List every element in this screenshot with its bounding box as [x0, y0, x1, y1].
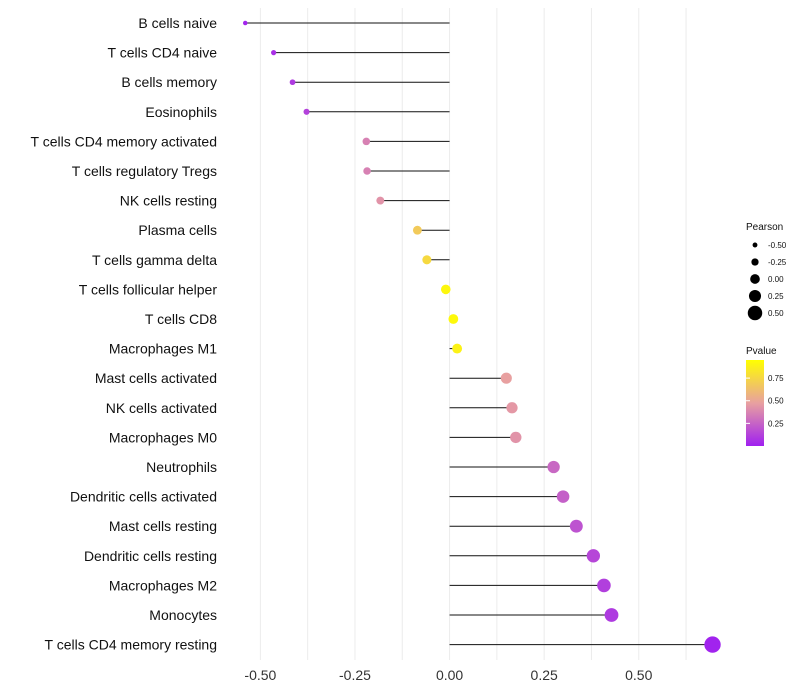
x-tick-label: 0.00: [436, 667, 463, 683]
lollipop-point: [604, 608, 619, 622]
lollipop-point: [586, 549, 601, 563]
size-legend-key: [748, 289, 762, 303]
lollipop-point: [412, 225, 422, 235]
size-legend-key: [751, 258, 759, 266]
lollipop-point: [440, 284, 451, 295]
pvalue-colorbar: [746, 360, 764, 446]
y-tick-label: B cells memory: [121, 74, 217, 90]
lollipop-dots: [242, 20, 721, 653]
y-tick-label: Dendritic cells activated: [70, 489, 217, 505]
color-legend-label: 0.25: [768, 419, 784, 428]
x-axis-ticks: -0.50 -0.25 0.00 0.25 0.50: [244, 667, 652, 683]
y-tick-label: NK cells activated: [106, 400, 217, 416]
lollipop-point: [556, 490, 570, 503]
lollipop-point: [569, 519, 583, 533]
color-legend-label: 0.75: [768, 374, 784, 383]
y-tick-label: T cells follicular helper: [79, 281, 218, 297]
lollipop-point: [242, 20, 248, 26]
lollipop-point: [506, 402, 518, 414]
size-legend-label: 0.00: [768, 275, 784, 284]
y-tick-label: B cells naive: [138, 15, 217, 31]
size-legend-key: [747, 305, 763, 321]
y-tick-label: Macrophages M1: [109, 341, 217, 357]
size-legend-key: [750, 274, 760, 284]
lollipop-point: [547, 460, 560, 474]
lollipop-point: [303, 108, 310, 115]
lollipop-point: [597, 578, 611, 593]
lollipop-point: [704, 636, 721, 653]
lollipop-point: [376, 196, 385, 205]
lollipop-point: [362, 137, 371, 146]
y-tick-label: T cells CD8: [145, 311, 217, 327]
size-legend-label: 0.50: [768, 309, 784, 318]
y-tick-label: T cells CD4 naive: [108, 45, 218, 61]
lollipop-point: [500, 372, 512, 384]
x-tick-label: -0.25: [339, 667, 371, 683]
x-tick-label: 0.25: [531, 667, 558, 683]
color-legend-title: Pvalue: [746, 346, 777, 357]
y-tick-label: T cells regulatory Tregs: [72, 163, 217, 179]
x-tick-label: -0.50: [244, 667, 276, 683]
y-tick-label: Mast cells activated: [95, 370, 217, 386]
lollipop-point: [448, 314, 459, 324]
size-legend-label: -0.25: [768, 258, 787, 267]
color-legend-label: 0.50: [768, 397, 784, 406]
y-tick-label: T cells gamma delta: [92, 252, 217, 268]
lollipop-stems: [245, 22, 713, 646]
size-legend-label: 0.25: [768, 292, 784, 301]
grid-lines: [259, 8, 687, 660]
lollipop-point: [271, 49, 277, 56]
size-legend-key: [752, 242, 758, 248]
lollipop-point: [363, 167, 371, 175]
y-tick-label: Mast cells resting: [109, 518, 217, 534]
y-tick-label: Dendritic cells resting: [84, 548, 217, 564]
pearson-size-legend: Pearson -0.50 -0.25 0.00 0.25 0.50: [746, 222, 787, 321]
lollipop-point: [289, 79, 296, 86]
size-legend-title: Pearson: [746, 222, 783, 233]
y-tick-label: T cells CD4 memory resting: [45, 637, 217, 653]
y-tick-label: Monocytes: [149, 607, 217, 623]
y-tick-label: Macrophages M0: [109, 429, 217, 445]
x-tick-label: 0.50: [625, 667, 652, 683]
pvalue-color-legend: Pvalue 0.75 0.50 0.25: [746, 346, 784, 446]
y-tick-label: Neutrophils: [146, 459, 217, 475]
y-tick-label: Eosinophils: [145, 104, 217, 120]
y-tick-label: NK cells resting: [120, 193, 217, 209]
lollipop-point: [452, 343, 463, 354]
y-tick-label: Plasma cells: [138, 222, 217, 238]
size-legend-label: -0.50: [768, 241, 787, 250]
y-axis-labels: B cells naive T cells CD4 naive B cells me…: [31, 15, 218, 653]
y-tick-label: Macrophages M2: [109, 577, 217, 593]
lollipop-point: [422, 255, 432, 265]
lollipop-point: [510, 431, 522, 444]
y-tick-label: T cells CD4 memory activated: [31, 133, 217, 149]
